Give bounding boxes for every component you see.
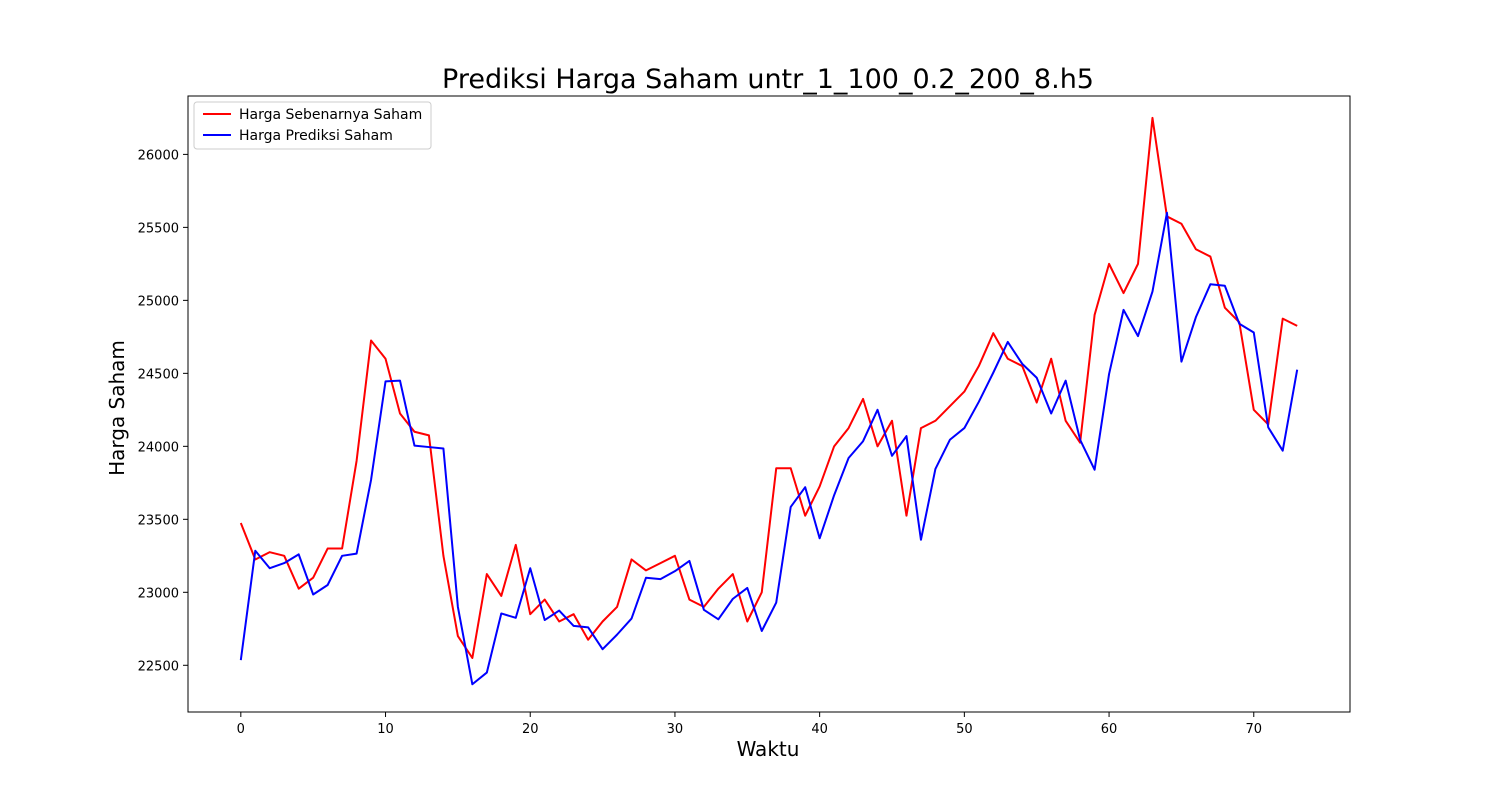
legend-box xyxy=(193,101,432,150)
series-line-1 xyxy=(239,116,1298,659)
x-tick-label: 30 xyxy=(667,722,684,737)
x-tick-label: 10 xyxy=(377,722,394,737)
x-axis-label: Waktu xyxy=(737,737,800,761)
y-tick-label: 24500 xyxy=(138,367,179,382)
y-tick-label: 25500 xyxy=(138,221,179,236)
y-tick-label: 26000 xyxy=(138,148,179,163)
axes-frame xyxy=(187,95,1351,713)
y-tick-label: 23500 xyxy=(138,513,179,528)
y-axis-label: Harga Saham xyxy=(105,340,129,476)
x-tick-label: 40 xyxy=(811,722,828,737)
legend-label-2: Harga Prediksi Saham xyxy=(239,128,393,144)
legend-label-1: Harga Sebenarnya Saham xyxy=(239,107,422,123)
x-tick-label: 0 xyxy=(237,722,245,737)
y-tick-label: 22500 xyxy=(138,659,179,674)
x-tick-label: 70 xyxy=(1245,722,1262,737)
series-line-2 xyxy=(239,211,1299,686)
y-tick-label: 23000 xyxy=(138,586,179,601)
legend: Harga Sebenarnya Saham Harga Prediksi Sah… xyxy=(193,101,432,150)
x-tick-label: 50 xyxy=(956,722,973,737)
y-tick-label: 25000 xyxy=(138,294,179,309)
x-tick-label: 60 xyxy=(1101,722,1118,737)
chart-title: Prediksi Harga Saham untr_1_100_0.2_200_… xyxy=(442,64,1094,95)
x-tick-label: 20 xyxy=(522,722,539,737)
y-tick-label: 24000 xyxy=(138,440,179,455)
plot-area: 0 10 20 30 40 50 60 70 22500 23000 23500 24000 24500… xyxy=(138,95,1351,737)
